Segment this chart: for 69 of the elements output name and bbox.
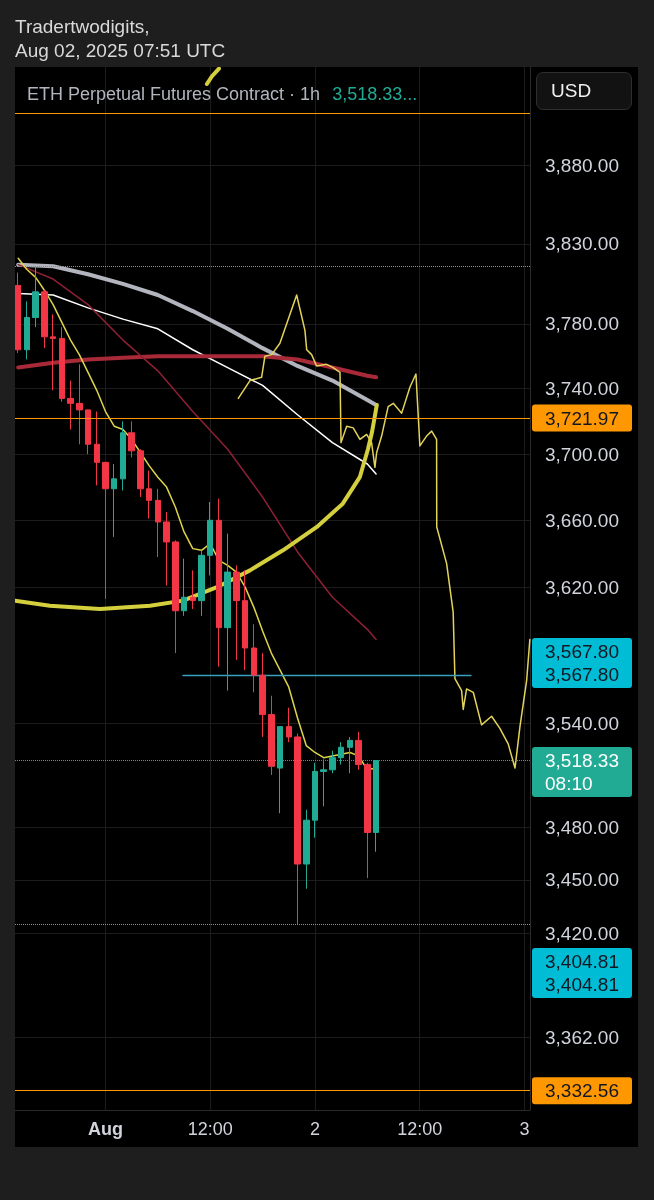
candlestick bbox=[102, 461, 109, 600]
candlestick bbox=[163, 511, 170, 586]
x-tick-label: 2 bbox=[309, 1119, 320, 1139]
candlestick bbox=[111, 463, 117, 538]
y-tick-label: 3,660.00 bbox=[545, 509, 619, 531]
candlestick bbox=[128, 420, 135, 458]
candlestick bbox=[181, 558, 187, 617]
y-tick-label: 3,540.00 bbox=[545, 712, 619, 734]
y-tick-label: 3,450.00 bbox=[545, 869, 619, 891]
line-series bbox=[16, 262, 379, 407]
candlestick bbox=[286, 707, 292, 743]
candlestick bbox=[67, 380, 74, 431]
y-tick-label: 3,362.00 bbox=[545, 1026, 619, 1048]
candlestick bbox=[303, 809, 310, 890]
candlestick bbox=[251, 623, 257, 693]
y-tick-label: 3,420.00 bbox=[545, 922, 619, 944]
candlestick bbox=[41, 289, 48, 349]
text: 3,567.80 bbox=[544, 640, 620, 663]
candlestick bbox=[24, 300, 30, 360]
candlestick bbox=[355, 731, 362, 771]
x-tick-label: 3 bbox=[519, 1119, 530, 1139]
candlestick bbox=[76, 363, 83, 445]
y-tick-label: 3,740.00 bbox=[545, 378, 619, 400]
currency-button: USD bbox=[536, 72, 632, 110]
line-series bbox=[17, 263, 377, 641]
candlestick bbox=[216, 498, 222, 668]
candlestick bbox=[146, 470, 152, 520]
y-tick-label: 3,700.00 bbox=[545, 443, 619, 465]
candlestick bbox=[32, 265, 39, 328]
candlestick bbox=[268, 695, 275, 776]
text: 3,404.81 bbox=[544, 973, 620, 996]
y-tick-label: 3,780.00 bbox=[545, 313, 619, 335]
candlestick bbox=[155, 488, 161, 558]
x-tick-label: 12:00 bbox=[397, 1119, 443, 1139]
text: ETH Perpetual Futures Contract · 1h bbox=[27, 84, 321, 104]
x-tick-label: 12:00 bbox=[187, 1119, 233, 1139]
candlestick bbox=[59, 326, 65, 403]
text: 3,404.81 bbox=[544, 950, 620, 973]
ref-line-label: 3,332.56 bbox=[545, 1080, 619, 1102]
text: Aug 02, 2025 07:51 UTC bbox=[15, 39, 226, 63]
candlestick bbox=[94, 411, 100, 486]
candlestick bbox=[233, 564, 240, 661]
y-tick-label: 3,830.00 bbox=[545, 233, 619, 255]
line-series bbox=[237, 294, 531, 769]
y-tick-label: 3,880.00 bbox=[545, 154, 619, 176]
y-tick-label: 3,480.00 bbox=[545, 816, 619, 838]
candlestick bbox=[294, 733, 301, 925]
candlestick bbox=[120, 420, 126, 491]
candlestick bbox=[15, 272, 21, 354]
ref-line-label: 3,721.97 bbox=[545, 407, 619, 429]
candlestick bbox=[224, 533, 231, 692]
candlestick bbox=[172, 539, 179, 654]
ref-line-label: 3,518.33 08:10 bbox=[545, 750, 619, 795]
candlestick bbox=[207, 501, 213, 576]
candlestick bbox=[50, 313, 56, 391]
candlestick bbox=[259, 652, 266, 738]
candlestick bbox=[312, 762, 318, 839]
candlestick bbox=[198, 549, 205, 617]
annotation: 3,518.33... bbox=[332, 84, 418, 104]
candlestick bbox=[190, 569, 196, 610]
text: Tradertwodigits, bbox=[15, 15, 150, 39]
candlestick bbox=[364, 762, 371, 879]
line-series bbox=[16, 354, 379, 380]
x-tick-label: Aug bbox=[87, 1119, 123, 1139]
candlestick bbox=[242, 569, 248, 671]
candlestick bbox=[137, 448, 144, 498]
y-tick-label: 3,620.00 bbox=[545, 576, 619, 598]
candlestick bbox=[85, 409, 91, 455]
text: 3,567.80 bbox=[544, 663, 620, 686]
